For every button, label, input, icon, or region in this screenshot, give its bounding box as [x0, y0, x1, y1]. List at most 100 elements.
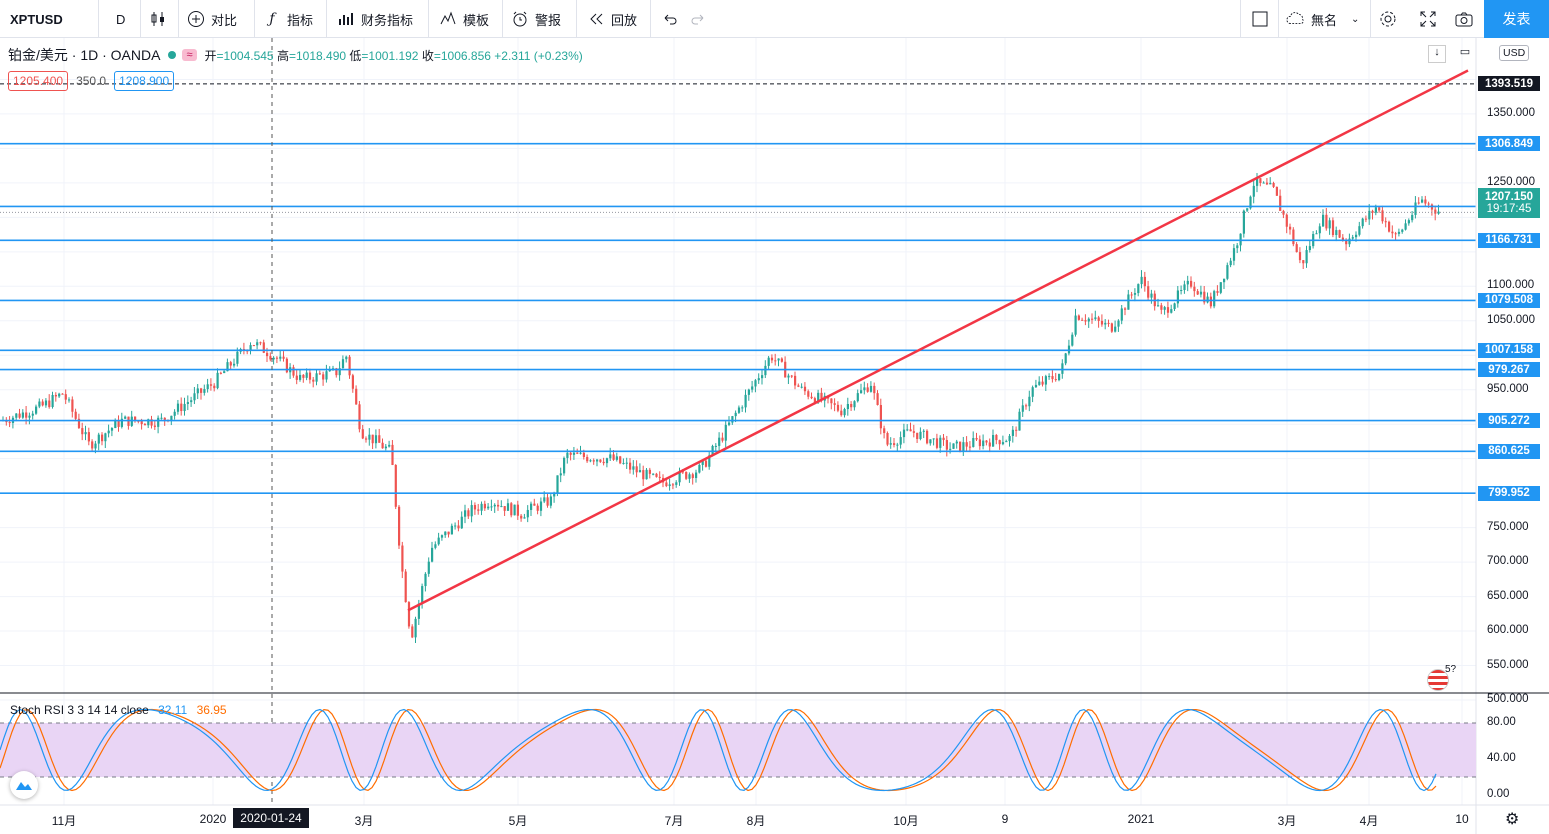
undo-button[interactable]	[660, 0, 685, 38]
candle-body	[120, 418, 123, 427]
scroll-down-icon[interactable]: ↓	[1428, 45, 1446, 63]
candle-body	[744, 394, 747, 408]
alert-button[interactable]: 警报	[510, 0, 561, 38]
candle-body	[576, 452, 579, 454]
candle-body	[1203, 291, 1206, 303]
candle-body	[1302, 260, 1305, 264]
flag-icon[interactable]	[1427, 669, 1449, 691]
toolbar-divider	[428, 0, 429, 38]
candle-body	[820, 392, 823, 401]
candle-body	[645, 469, 648, 480]
candle-body	[1378, 207, 1381, 211]
candle-body	[939, 437, 942, 448]
tradingview-logo-icon[interactable]	[10, 771, 38, 799]
candle-body	[642, 470, 645, 480]
candle-body	[978, 439, 981, 447]
candle-body	[625, 462, 628, 464]
stoch-legend[interactable]: Stoch RSI 3 3 14 14 close 32.11 36.95	[10, 703, 227, 717]
currency-label[interactable]: USD	[1499, 45, 1530, 61]
ask-price[interactable]: 1208.900	[114, 71, 175, 91]
candle-body	[1252, 185, 1255, 197]
candle-body	[632, 466, 635, 470]
publish-button[interactable]: 发表	[1484, 0, 1549, 38]
price-tick: 650.000	[1487, 589, 1529, 602]
redo-button[interactable]	[688, 0, 713, 38]
candle-body	[427, 561, 430, 574]
candle-body	[1269, 182, 1272, 185]
candle-body	[388, 444, 391, 447]
candle-body	[869, 385, 873, 392]
candle-body	[704, 460, 708, 467]
candle-body	[1193, 286, 1196, 292]
candle-body	[437, 537, 440, 545]
settings-gear-icon[interactable]: ⚙	[1505, 811, 1520, 828]
candle-body	[922, 430, 925, 432]
candle-body	[1279, 195, 1282, 211]
interval-button[interactable]: D	[116, 11, 126, 27]
candle-body	[1331, 220, 1335, 236]
candle-body	[1160, 305, 1163, 310]
candle-body	[345, 356, 348, 360]
templates-button[interactable]: 模板	[438, 0, 489, 38]
candle-body	[952, 443, 955, 449]
candle-body	[21, 412, 24, 418]
indicators-button[interactable]: ƒ 指标	[262, 0, 313, 38]
fullscreen-button[interactable]	[1418, 0, 1443, 38]
price-tick: 550.000	[1487, 658, 1529, 671]
candle-body	[1213, 291, 1216, 307]
bid-price[interactable]: 1205.400	[8, 71, 69, 91]
candle-body	[64, 394, 67, 400]
legend-title[interactable]: 铂金/美元 · 1D · OANDA	[8, 47, 161, 63]
compare-button[interactable]: 对比	[186, 0, 237, 38]
candle-body	[533, 503, 536, 506]
financials-button[interactable]: 财务指标	[336, 0, 413, 38]
candle-body	[988, 442, 991, 447]
candle-body	[714, 445, 717, 447]
toolbar-divider	[326, 0, 327, 38]
candle-body	[1209, 296, 1212, 307]
candle-body	[1137, 284, 1140, 294]
symbol-search[interactable]: XPTUSD	[10, 11, 63, 27]
candle-body	[1041, 381, 1044, 385]
candle-body	[91, 441, 94, 449]
candle-body	[671, 484, 675, 486]
candle-body	[876, 393, 879, 406]
fullscreen-layout-button[interactable]	[1250, 0, 1275, 38]
stoch-overbought-band	[0, 723, 1476, 777]
candle-body	[1143, 276, 1146, 287]
candle-body	[579, 452, 582, 454]
candle-body	[269, 356, 272, 360]
time-tick: 10月	[893, 814, 919, 828]
candle-body	[1242, 210, 1245, 234]
candle-body	[1104, 322, 1107, 325]
chart-type-button[interactable]	[148, 0, 173, 38]
target-icon[interactable]: ▭	[1459, 46, 1471, 58]
candle-body	[539, 501, 543, 511]
candle-body	[1199, 291, 1203, 295]
replay-button[interactable]: 回放	[586, 0, 637, 38]
layout-name-button[interactable]: 無名 ⌄	[1286, 0, 1359, 38]
candle-body	[1434, 209, 1437, 214]
candle-body	[1318, 226, 1321, 234]
candle-body	[97, 434, 100, 444]
candle-body	[926, 430, 929, 444]
candle-body	[1216, 291, 1219, 293]
cloud-icon	[1286, 9, 1306, 29]
settings-button[interactable]	[1378, 0, 1403, 38]
time-tick: 8月	[746, 814, 766, 828]
open-value: 1004.545	[223, 48, 274, 63]
candle-body	[368, 434, 371, 440]
candle-body	[358, 404, 361, 430]
price-chart[interactable]	[0, 38, 1549, 834]
candle-body	[1371, 210, 1374, 213]
candle-body	[312, 379, 315, 382]
candle-body	[1183, 284, 1186, 291]
candle-body	[384, 446, 387, 449]
snapshot-button[interactable]	[1454, 0, 1479, 38]
trend-line[interactable]	[407, 69, 1469, 612]
candle-body	[256, 342, 259, 346]
candle-body	[38, 401, 41, 407]
low-label: 低	[349, 48, 362, 63]
stoch-tick: 80.00	[1487, 716, 1516, 728]
layout-name-label: 無名	[1311, 12, 1338, 28]
